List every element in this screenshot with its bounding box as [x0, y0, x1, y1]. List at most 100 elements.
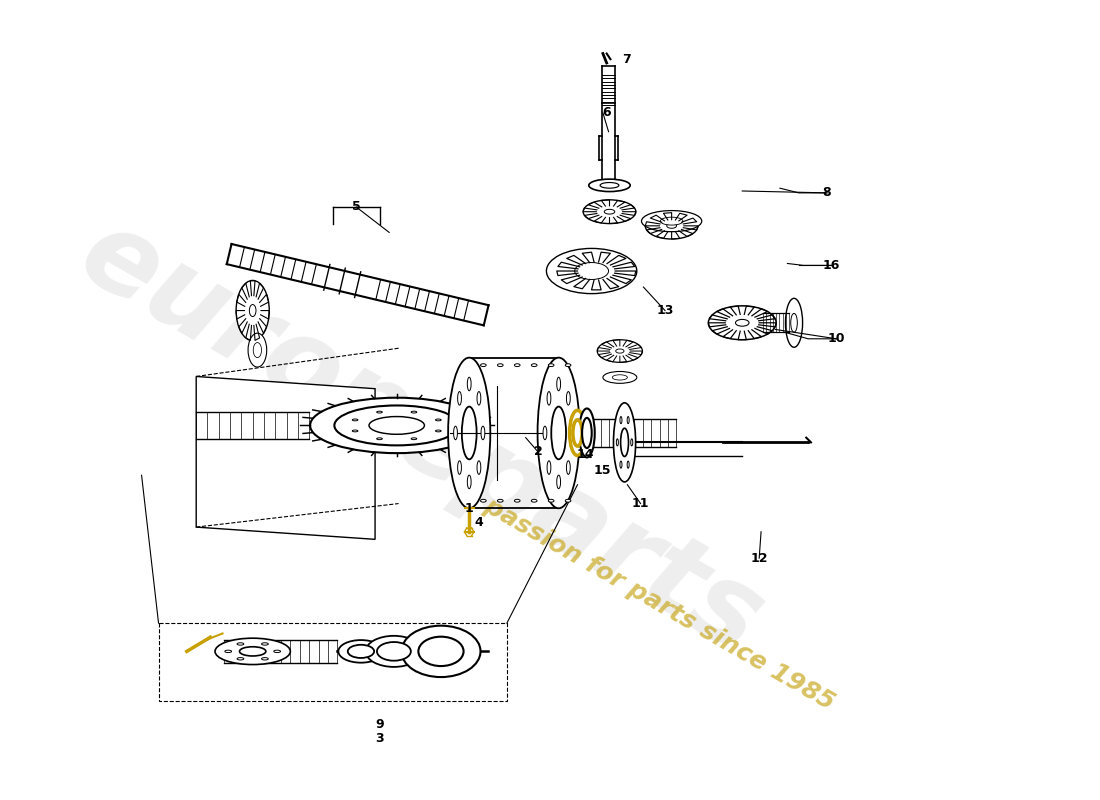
Ellipse shape: [548, 499, 554, 502]
Ellipse shape: [411, 411, 417, 413]
Ellipse shape: [667, 223, 676, 228]
Ellipse shape: [613, 374, 627, 380]
Ellipse shape: [436, 430, 441, 432]
Ellipse shape: [616, 349, 624, 353]
Ellipse shape: [411, 438, 417, 440]
Ellipse shape: [557, 475, 561, 489]
Ellipse shape: [262, 642, 268, 645]
Text: 5: 5: [352, 201, 361, 214]
Ellipse shape: [436, 419, 441, 421]
Ellipse shape: [614, 403, 636, 482]
Ellipse shape: [236, 281, 270, 341]
Ellipse shape: [565, 499, 571, 502]
Ellipse shape: [551, 406, 566, 459]
Ellipse shape: [477, 391, 481, 405]
Ellipse shape: [557, 378, 561, 390]
Ellipse shape: [531, 499, 537, 502]
Text: 15: 15: [593, 464, 611, 477]
Ellipse shape: [310, 398, 483, 453]
Ellipse shape: [566, 461, 570, 474]
Ellipse shape: [458, 391, 461, 405]
Text: 14: 14: [576, 448, 594, 461]
Bar: [158, 623, 507, 702]
Ellipse shape: [468, 475, 471, 489]
Ellipse shape: [377, 642, 410, 661]
Ellipse shape: [376, 411, 383, 413]
Ellipse shape: [249, 333, 266, 367]
Ellipse shape: [620, 417, 622, 424]
Ellipse shape: [603, 371, 637, 383]
Ellipse shape: [574, 262, 608, 279]
Ellipse shape: [468, 378, 471, 390]
Ellipse shape: [708, 306, 777, 340]
Ellipse shape: [660, 217, 683, 225]
Ellipse shape: [630, 439, 632, 446]
Text: 10: 10: [827, 332, 845, 346]
Ellipse shape: [791, 314, 798, 332]
Ellipse shape: [573, 420, 582, 446]
Text: 7: 7: [623, 53, 630, 66]
Ellipse shape: [262, 658, 268, 660]
Ellipse shape: [339, 640, 384, 662]
Ellipse shape: [250, 305, 256, 317]
Ellipse shape: [253, 342, 262, 358]
Ellipse shape: [570, 410, 585, 455]
Text: 16: 16: [823, 259, 840, 272]
Ellipse shape: [547, 461, 551, 474]
Ellipse shape: [352, 430, 358, 432]
Ellipse shape: [458, 461, 461, 474]
Ellipse shape: [497, 499, 503, 502]
Ellipse shape: [240, 646, 266, 656]
Ellipse shape: [543, 426, 547, 440]
Text: 2: 2: [534, 446, 542, 458]
Text: 12: 12: [750, 552, 768, 565]
Ellipse shape: [334, 406, 459, 446]
Ellipse shape: [736, 319, 749, 326]
Ellipse shape: [565, 364, 571, 366]
Ellipse shape: [547, 249, 637, 294]
Ellipse shape: [448, 358, 491, 508]
Text: 4: 4: [474, 516, 483, 529]
Ellipse shape: [402, 626, 481, 677]
Ellipse shape: [571, 426, 574, 440]
Ellipse shape: [548, 364, 554, 366]
Ellipse shape: [579, 409, 595, 458]
Text: 11: 11: [631, 497, 649, 510]
Ellipse shape: [604, 210, 615, 214]
Text: 1: 1: [465, 502, 474, 514]
Ellipse shape: [588, 179, 630, 191]
Ellipse shape: [238, 642, 244, 645]
Ellipse shape: [462, 406, 476, 459]
Ellipse shape: [238, 658, 244, 660]
Text: 13: 13: [657, 304, 673, 317]
Ellipse shape: [481, 499, 486, 502]
Ellipse shape: [620, 461, 622, 468]
Ellipse shape: [601, 182, 619, 188]
Text: a passion for parts since 1985: a passion for parts since 1985: [458, 481, 838, 714]
Ellipse shape: [224, 650, 232, 653]
Ellipse shape: [616, 439, 618, 446]
Ellipse shape: [538, 358, 580, 508]
Ellipse shape: [368, 417, 425, 434]
Ellipse shape: [583, 200, 636, 223]
Text: 6: 6: [603, 106, 611, 119]
Ellipse shape: [620, 428, 628, 457]
Ellipse shape: [274, 650, 280, 653]
Ellipse shape: [376, 438, 383, 440]
Ellipse shape: [214, 638, 290, 665]
Ellipse shape: [646, 213, 698, 239]
Ellipse shape: [477, 461, 481, 474]
Ellipse shape: [497, 364, 503, 366]
Ellipse shape: [481, 364, 486, 366]
Ellipse shape: [588, 267, 604, 274]
Text: 8: 8: [823, 186, 832, 199]
Ellipse shape: [627, 461, 629, 468]
Text: europeparts: europeparts: [63, 199, 782, 676]
Polygon shape: [196, 377, 375, 539]
Ellipse shape: [785, 298, 803, 347]
Ellipse shape: [566, 391, 570, 405]
Ellipse shape: [547, 391, 551, 405]
Ellipse shape: [571, 414, 584, 452]
Ellipse shape: [481, 426, 485, 440]
Ellipse shape: [531, 364, 537, 366]
